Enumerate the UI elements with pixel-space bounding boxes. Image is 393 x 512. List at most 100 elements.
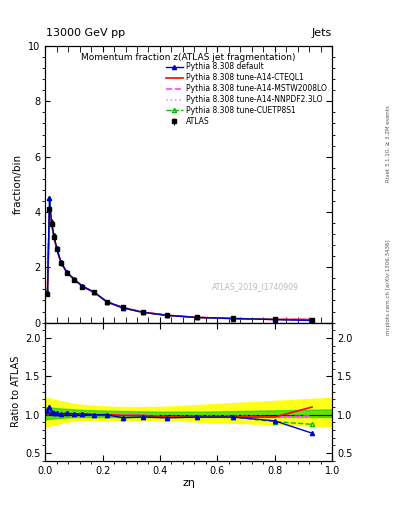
Pythia 8.308 tune-A14-NNPDF2.3LO — [310, 316, 314, 323]
Pythia 8.308 tune-CUETP8S1 — [80, 283, 85, 289]
Pythia 8.308 tune-A14-CTEQL1 — [195, 314, 200, 321]
Pythia 8.308 tune-A14-CTEQL1 — [45, 290, 50, 296]
Pythia 8.308 default — [310, 317, 314, 324]
Pythia 8.308 default — [80, 283, 85, 289]
Pythia 8.308 default — [49, 219, 54, 225]
Pythia 8.308 tune-A14-CTEQL1 — [47, 205, 52, 211]
Pythia 8.308 tune-A14-CTEQL1 — [59, 260, 63, 266]
Pythia 8.308 tune-CUETP8S1 — [45, 289, 50, 295]
Line: Pythia 8.308 default: Pythia 8.308 default — [46, 196, 314, 323]
Pythia 8.308 tune-CUETP8S1 — [59, 259, 63, 265]
Pythia 8.308 default — [165, 312, 169, 318]
Pythia 8.308 tune-A14-MSTW2008LO — [310, 316, 314, 323]
Y-axis label: Ratio to ATLAS: Ratio to ATLAS — [11, 356, 21, 428]
Pythia 8.308 tune-A14-MSTW2008LO — [165, 312, 169, 318]
Pythia 8.308 tune-A14-NNPDF2.3LO — [120, 304, 125, 310]
Pythia 8.308 tune-A14-CTEQL1 — [92, 289, 96, 295]
Text: Momentum fraction z(ATLAS jet fragmentation): Momentum fraction z(ATLAS jet fragmentat… — [81, 53, 296, 62]
Pythia 8.308 tune-A14-NNPDF2.3LO — [140, 309, 145, 315]
Pythia 8.308 tune-A14-CTEQL1 — [49, 220, 54, 226]
Pythia 8.308 default — [72, 276, 76, 282]
Pythia 8.308 tune-A14-CTEQL1 — [54, 246, 59, 252]
Pythia 8.308 tune-A14-MSTW2008LO — [80, 283, 85, 289]
Pythia 8.308 tune-A14-NNPDF2.3LO — [45, 290, 50, 296]
Pythia 8.308 tune-A14-MSTW2008LO — [72, 276, 76, 282]
Pythia 8.308 tune-A14-MSTW2008LO — [120, 304, 125, 310]
Pythia 8.308 default — [51, 232, 56, 239]
Pythia 8.308 default — [64, 269, 69, 275]
Pythia 8.308 tune-A14-MSTW2008LO — [51, 233, 56, 240]
Text: mcplots.cern.ch [arXiv:1306.3436]: mcplots.cern.ch [arXiv:1306.3436] — [386, 239, 391, 334]
Pythia 8.308 tune-A14-MSTW2008LO — [105, 298, 109, 305]
Pythia 8.308 tune-CUETP8S1 — [120, 305, 125, 311]
Pythia 8.308 tune-A14-CTEQL1 — [272, 316, 277, 323]
Line: Pythia 8.308 tune-A14-MSTW2008LO: Pythia 8.308 tune-A14-MSTW2008LO — [48, 208, 312, 319]
Pythia 8.308 tune-A14-NNPDF2.3LO — [231, 315, 235, 322]
Legend: Pythia 8.308 default, Pythia 8.308 tune-A14-CTEQL1, Pythia 8.308 tune-A14-MSTW20: Pythia 8.308 default, Pythia 8.308 tune-… — [165, 61, 328, 127]
Pythia 8.308 tune-A14-NNPDF2.3LO — [165, 312, 169, 318]
Pythia 8.308 tune-A14-MSTW2008LO — [64, 269, 69, 275]
Pythia 8.308 tune-CUETP8S1 — [140, 309, 145, 315]
Text: Rivet 3.1.10, ≥ 3.2M events: Rivet 3.1.10, ≥ 3.2M events — [386, 105, 391, 182]
Pythia 8.308 tune-A14-NNPDF2.3LO — [54, 246, 59, 252]
Pythia 8.308 default — [231, 315, 235, 322]
Pythia 8.308 tune-A14-NNPDF2.3LO — [64, 269, 69, 275]
Pythia 8.308 tune-A14-NNPDF2.3LO — [47, 205, 52, 211]
Pythia 8.308 tune-CUETP8S1 — [231, 315, 235, 322]
Pythia 8.308 tune-CUETP8S1 — [47, 195, 52, 201]
Pythia 8.308 default — [140, 309, 145, 315]
Pythia 8.308 tune-A14-NNPDF2.3LO — [51, 233, 56, 240]
Pythia 8.308 tune-CUETP8S1 — [72, 276, 76, 282]
Line: Pythia 8.308 tune-CUETP8S1: Pythia 8.308 tune-CUETP8S1 — [46, 196, 314, 322]
Pythia 8.308 tune-A14-NNPDF2.3LO — [59, 260, 63, 266]
Pythia 8.308 default — [272, 316, 277, 323]
Pythia 8.308 tune-A14-NNPDF2.3LO — [72, 276, 76, 282]
Pythia 8.308 tune-A14-MSTW2008LO — [92, 289, 96, 295]
Pythia 8.308 tune-A14-NNPDF2.3LO — [80, 283, 85, 289]
Pythia 8.308 tune-A14-CTEQL1 — [64, 269, 69, 275]
Pythia 8.308 tune-A14-MSTW2008LO — [54, 246, 59, 252]
Text: Jets: Jets — [312, 28, 332, 38]
Pythia 8.308 tune-CUETP8S1 — [64, 269, 69, 275]
Pythia 8.308 default — [59, 259, 63, 265]
Pythia 8.308 tune-A14-NNPDF2.3LO — [49, 220, 54, 226]
Pythia 8.308 tune-A14-CTEQL1 — [105, 299, 109, 305]
Pythia 8.308 tune-CUETP8S1 — [92, 289, 96, 295]
Pythia 8.308 tune-CUETP8S1 — [195, 314, 200, 321]
Pythia 8.308 tune-A14-MSTW2008LO — [47, 205, 52, 211]
Pythia 8.308 tune-CUETP8S1 — [49, 219, 54, 225]
Pythia 8.308 tune-A14-MSTW2008LO — [45, 290, 50, 296]
Pythia 8.308 tune-A14-CTEQL1 — [72, 276, 76, 282]
Pythia 8.308 tune-A14-MSTW2008LO — [59, 260, 63, 266]
Line: Pythia 8.308 tune-A14-CTEQL1: Pythia 8.308 tune-A14-CTEQL1 — [48, 208, 312, 319]
Pythia 8.308 default — [195, 314, 200, 321]
X-axis label: zη: zη — [182, 478, 195, 488]
Pythia 8.308 default — [47, 195, 52, 201]
Pythia 8.308 default — [105, 299, 109, 305]
Pythia 8.308 tune-A14-CTEQL1 — [231, 315, 235, 322]
Pythia 8.308 default — [45, 289, 50, 295]
Pythia 8.308 default — [92, 289, 96, 295]
Pythia 8.308 tune-CUETP8S1 — [105, 299, 109, 305]
Pythia 8.308 tune-CUETP8S1 — [51, 232, 56, 239]
Pythia 8.308 tune-A14-MSTW2008LO — [231, 315, 235, 322]
Line: Pythia 8.308 tune-A14-NNPDF2.3LO: Pythia 8.308 tune-A14-NNPDF2.3LO — [48, 208, 312, 319]
Pythia 8.308 tune-A14-CTEQL1 — [310, 316, 314, 323]
Pythia 8.308 tune-A14-MSTW2008LO — [49, 220, 54, 226]
Pythia 8.308 tune-A14-MSTW2008LO — [195, 314, 200, 321]
Pythia 8.308 tune-A14-NNPDF2.3LO — [272, 316, 277, 323]
Pythia 8.308 tune-A14-CTEQL1 — [80, 283, 85, 289]
Text: ATLAS_2019_I1740909: ATLAS_2019_I1740909 — [211, 283, 298, 291]
Pythia 8.308 tune-A14-CTEQL1 — [120, 305, 125, 311]
Pythia 8.308 default — [120, 305, 125, 311]
Pythia 8.308 tune-A14-CTEQL1 — [140, 309, 145, 315]
Pythia 8.308 tune-CUETP8S1 — [310, 317, 314, 323]
Pythia 8.308 tune-A14-MSTW2008LO — [140, 309, 145, 315]
Pythia 8.308 tune-CUETP8S1 — [165, 312, 169, 318]
Pythia 8.308 tune-A14-CTEQL1 — [51, 233, 56, 240]
Pythia 8.308 tune-A14-NNPDF2.3LO — [195, 314, 200, 321]
Pythia 8.308 tune-CUETP8S1 — [272, 316, 277, 323]
Pythia 8.308 tune-A14-NNPDF2.3LO — [92, 289, 96, 295]
Text: 13000 GeV pp: 13000 GeV pp — [46, 28, 125, 38]
Pythia 8.308 tune-A14-MSTW2008LO — [272, 316, 277, 323]
